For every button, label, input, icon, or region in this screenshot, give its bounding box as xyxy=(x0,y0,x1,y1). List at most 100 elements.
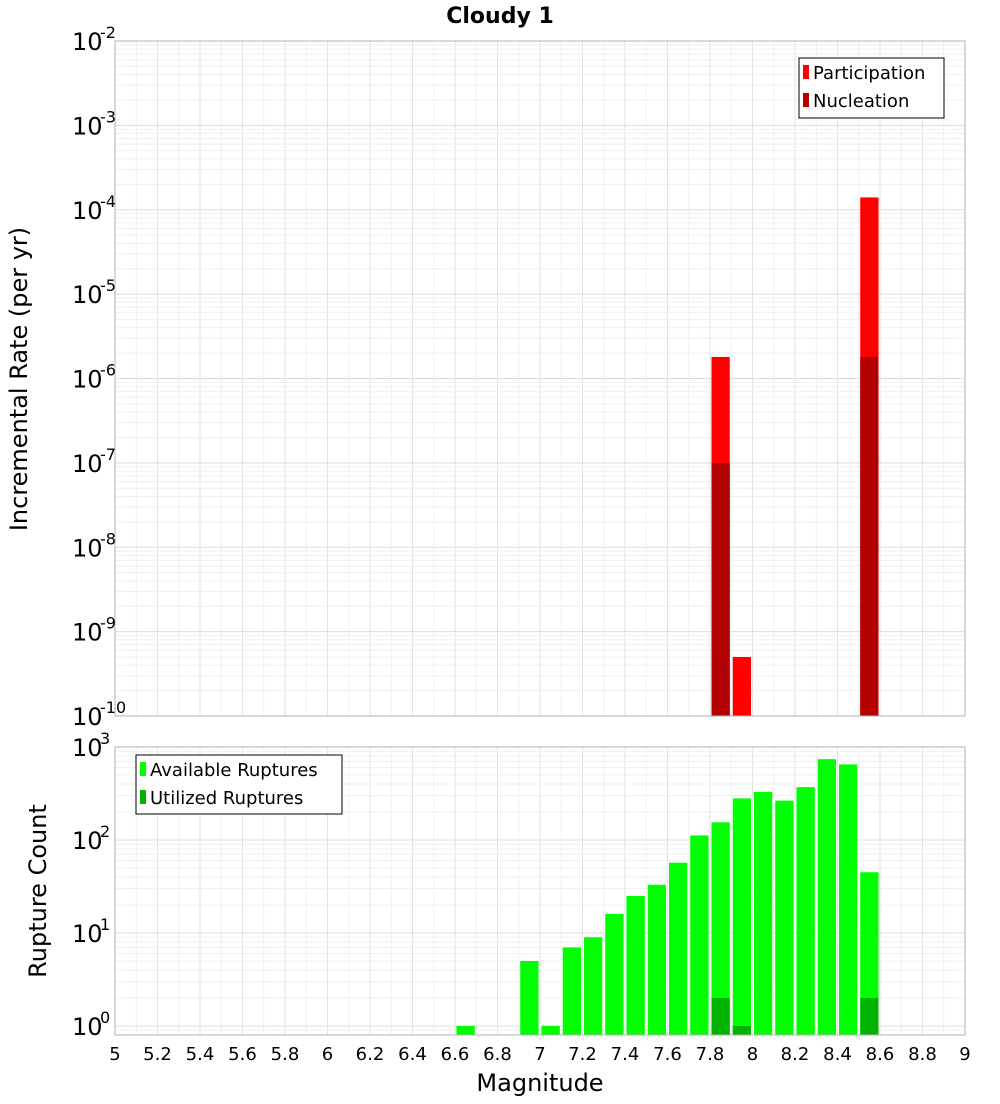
legend-item: Nucleation xyxy=(803,91,909,112)
legend-swatch xyxy=(140,762,146,776)
legend-label: Available Ruptures xyxy=(150,760,318,781)
y-tick-exponent: -10 xyxy=(100,698,126,717)
bar-utilized-ruptures xyxy=(711,997,730,1035)
bar-available-ruptures xyxy=(753,791,773,1035)
bottom-x-ticks: 5 5.2 5.4 5.6 5.8 6 6.2 6.4 6.6 6.8 7 7.2 7.4 7.6 7.8 8… xyxy=(109,1044,970,1065)
x-tick-label: 8 xyxy=(747,1044,758,1065)
bar-available-ruptures xyxy=(668,862,688,1035)
y-tick-base: 10 xyxy=(72,112,103,140)
bar-available-ruptures xyxy=(562,947,582,1035)
y-tick-label: 10-8 xyxy=(72,529,116,562)
x-tick-label: 6.8 xyxy=(483,1044,512,1065)
x-tick-label: 7 xyxy=(534,1044,545,1065)
y-tick-label: 10-9 xyxy=(72,614,116,647)
y-tick-exponent: 3 xyxy=(100,729,110,748)
bar-available-ruptures xyxy=(605,914,624,1035)
x-tick-label: 5.4 xyxy=(186,1044,215,1065)
chart-title: Cloudy 1 xyxy=(446,4,554,29)
legend-label: Participation xyxy=(813,63,925,84)
x-tick-label: 8.8 xyxy=(908,1044,937,1065)
bar-available-ruptures xyxy=(711,822,730,1035)
y-tick-base: 10 xyxy=(72,1013,103,1041)
y-tick-label: 100 xyxy=(72,1008,110,1041)
bar-available-ruptures xyxy=(860,872,879,1035)
legend-swatch xyxy=(140,790,146,804)
bar-utilized-ruptures xyxy=(732,1025,752,1035)
bar-nucleation xyxy=(860,356,879,716)
x-tick-label: 6 xyxy=(322,1044,333,1065)
top-grid xyxy=(114,40,966,717)
y-tick-base: 10 xyxy=(72,534,103,562)
y-tick-label: 10-5 xyxy=(72,276,116,309)
bar-available-ruptures xyxy=(817,759,837,1035)
y-tick-label: 102 xyxy=(72,822,110,855)
x-tick-label: 5.6 xyxy=(228,1044,257,1065)
x-tick-label: 7.6 xyxy=(653,1044,682,1065)
bar-available-ruptures xyxy=(647,884,667,1035)
legend-box xyxy=(798,57,945,119)
y-tick-base: 10 xyxy=(72,703,103,731)
bar-available-ruptures xyxy=(520,960,539,1035)
x-tick-label: 6.6 xyxy=(441,1044,470,1065)
y-tick-base: 10 xyxy=(72,734,103,762)
bar-available-ruptures xyxy=(838,764,858,1035)
y-tick-exponent: -3 xyxy=(100,107,116,126)
legend-item: Participation xyxy=(803,63,925,84)
x-tick-label: 5.2 xyxy=(143,1044,172,1065)
x-tick-label: 5 xyxy=(109,1044,120,1065)
y-tick-base: 10 xyxy=(72,827,103,855)
bar-available-ruptures xyxy=(796,787,815,1035)
x-tick-label: 6.4 xyxy=(398,1044,427,1065)
y-tick-exponent: 1 xyxy=(100,915,110,934)
y-tick-label: 10-3 xyxy=(72,107,116,140)
top-y-ticks: 10-210-310-410-510-610-710-810-910-10 xyxy=(72,23,126,731)
bar-available-ruptures xyxy=(690,835,709,1035)
y-tick-exponent: 0 xyxy=(100,1008,110,1027)
top-plot-frame xyxy=(114,40,966,717)
y-tick-label: 10-10 xyxy=(72,698,126,731)
legend-swatch xyxy=(803,65,809,79)
legend-item: Available Ruptures xyxy=(140,760,318,781)
y-tick-label: 103 xyxy=(72,729,110,762)
legend-item: Utilized Ruptures xyxy=(140,788,303,809)
y-tick-exponent: -8 xyxy=(100,529,116,548)
bar-available-ruptures xyxy=(583,937,603,1035)
x-tick-label: 9 xyxy=(959,1044,970,1065)
bar-available-ruptures xyxy=(541,1025,560,1035)
y-tick-label: 10-4 xyxy=(72,192,116,225)
bar-nucleation xyxy=(711,462,730,716)
legend-label: Utilized Ruptures xyxy=(150,788,303,809)
y-tick-exponent: -4 xyxy=(100,192,116,211)
y-tick-exponent: 2 xyxy=(100,822,110,841)
x-tick-label: 8.6 xyxy=(866,1044,895,1065)
x-tick-label: 7.8 xyxy=(696,1044,725,1065)
legend-box xyxy=(135,754,343,815)
bottom-plot-frame xyxy=(114,746,966,1036)
y-tick-label: 10-7 xyxy=(72,445,116,478)
y-tick-exponent: -6 xyxy=(100,361,116,380)
bottom-bars xyxy=(456,759,879,1035)
bar-available-ruptures xyxy=(626,895,645,1035)
y-tick-base: 10 xyxy=(72,28,103,56)
y-tick-label: 10-2 xyxy=(72,23,116,56)
y-tick-label: 10-6 xyxy=(72,361,116,394)
top-y-axis-title: Incremental Rate (per yr) xyxy=(5,227,33,531)
y-tick-exponent: -7 xyxy=(100,445,116,464)
x-tick-label: 8.4 xyxy=(823,1044,852,1065)
x-axis-title: Magnitude xyxy=(476,1069,603,1097)
y-tick-base: 10 xyxy=(72,920,103,948)
bottom-legend: Available Ruptures Utilized Ruptures xyxy=(135,754,343,815)
legend-swatch xyxy=(803,93,809,107)
x-tick-label: 5.8 xyxy=(271,1044,300,1065)
x-tick-label: 7.2 xyxy=(568,1044,597,1065)
x-tick-label: 8.2 xyxy=(781,1044,810,1065)
bar-participation xyxy=(732,657,752,716)
bar-available-ruptures xyxy=(775,800,794,1035)
top-legend: Participation Nucleation xyxy=(798,57,945,119)
y-tick-base: 10 xyxy=(72,281,103,309)
y-tick-base: 10 xyxy=(72,197,103,225)
y-tick-exponent: -5 xyxy=(100,276,116,295)
